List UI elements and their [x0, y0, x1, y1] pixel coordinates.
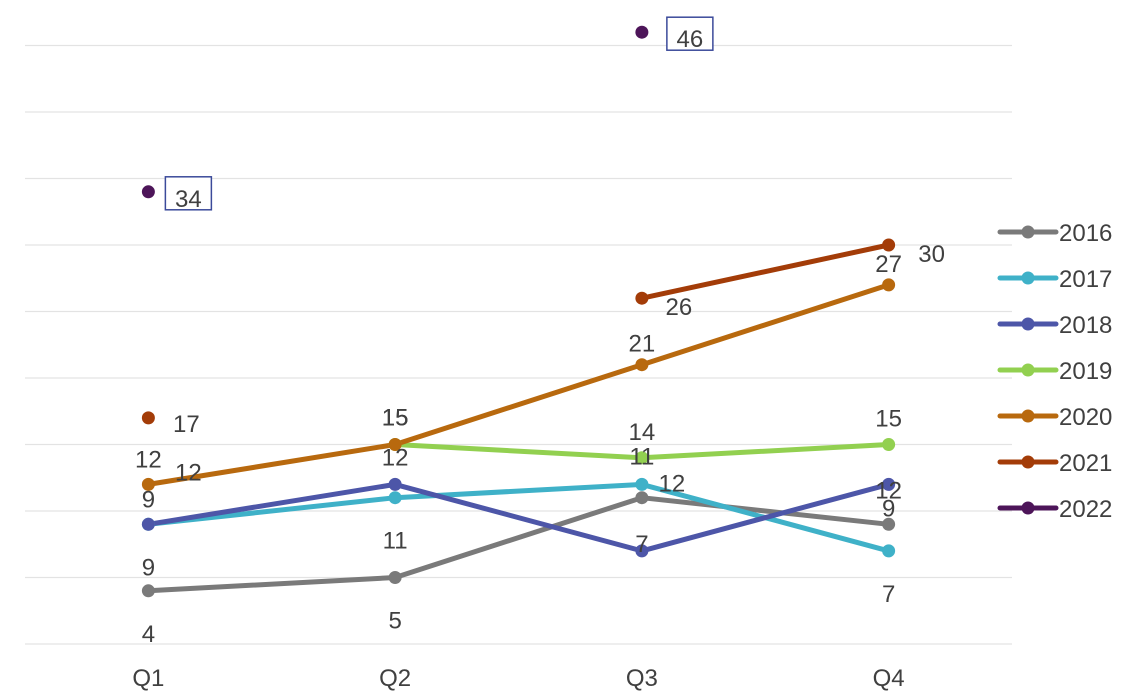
series-line-2016 — [145, 495, 892, 594]
legend-swatch-marker — [1021, 501, 1035, 515]
data-label-2017: 9 — [142, 554, 155, 581]
data-label-2018: 12 — [382, 444, 409, 471]
data-label-2016: 5 — [388, 608, 401, 635]
data-label-2020: 27 — [875, 251, 902, 278]
data-label-box — [666, 16, 714, 51]
legend-item-2020: 2020 — [997, 404, 1112, 431]
x-tick-label: Q1 — [132, 665, 164, 692]
legend-swatch-marker — [1021, 455, 1035, 469]
data-label-box — [164, 176, 213, 211]
data-point-2016 — [141, 584, 155, 598]
data-point-2020 — [388, 438, 402, 451]
legend-label: 2020 — [1059, 404, 1112, 431]
data-point-2017 — [882, 544, 896, 558]
data-label-2017: 7 — [882, 581, 895, 608]
data-point-2021 — [635, 291, 649, 305]
legend-item-2018: 2018 — [997, 312, 1112, 339]
legend-swatch-marker — [1021, 271, 1035, 285]
data-point-2020 — [635, 358, 649, 372]
series-line-2018 — [145, 481, 892, 554]
x-tick-label: Q3 — [626, 665, 658, 692]
data-label-2019: 15 — [875, 406, 902, 433]
gridlines — [25, 44, 1012, 645]
data-point-2016 — [388, 571, 402, 584]
legend-item-2016: 2016 — [997, 220, 1112, 247]
data-label-2018: 7 — [635, 531, 648, 558]
legend-label: 2016 — [1059, 220, 1112, 247]
data-label-2021: 17 — [173, 411, 200, 438]
data-point-2020 — [882, 278, 896, 292]
data-label-2020: 12 — [135, 446, 162, 473]
data-point-2021 — [141, 411, 155, 425]
data-label-2021: 26 — [666, 294, 693, 321]
data-label-2016: 11 — [629, 444, 654, 471]
data-point-2022 — [141, 185, 155, 199]
legend-label: 2021 — [1059, 450, 1112, 477]
data-point-2016 — [635, 491, 649, 505]
data-label-2020: 12 — [175, 459, 202, 486]
data-point-2018 — [635, 544, 649, 558]
legend-label: 2022 — [1059, 496, 1112, 523]
legend-item-2022: 2022 — [997, 496, 1112, 523]
data-point-2022 — [635, 25, 649, 39]
data-point-2019 — [882, 438, 896, 451]
data-label-2016: 4 — [142, 621, 155, 648]
legend-item-2021: 2021 — [997, 450, 1112, 477]
data-point-2017 — [635, 477, 649, 491]
x-tick-label: Q2 — [379, 665, 411, 692]
data-label-2017: 12 — [659, 470, 686, 497]
series-points — [141, 25, 896, 598]
legend-label: 2019 — [1059, 358, 1112, 385]
x-tick-label: Q4 — [873, 665, 905, 692]
data-label-2018: 12 — [875, 477, 902, 504]
data-label-2018: 9 — [142, 486, 155, 513]
legend-swatch-marker — [1021, 225, 1035, 239]
data-label-2017: 11 — [383, 528, 408, 555]
data-label-2020: 15 — [382, 405, 409, 432]
legend-swatch-marker — [1021, 317, 1035, 331]
legend-label: 2017 — [1059, 266, 1112, 293]
data-point-2016 — [882, 517, 896, 531]
data-label-2019: 14 — [629, 419, 656, 446]
series-line-2020 — [145, 282, 892, 487]
data-point-2019 — [635, 451, 649, 465]
legend-swatch-marker — [1021, 363, 1035, 377]
data-point-2018 — [141, 517, 155, 531]
x-axis-ticks: Q1 Q2 Q3 Q4 — [132, 665, 904, 692]
series-line-2021 — [639, 242, 892, 301]
data-label-2021: 30 — [918, 241, 945, 268]
data-point-2018 — [388, 477, 402, 491]
data-point-2018 — [882, 477, 896, 491]
legend-item-2017: 2017 — [997, 266, 1112, 293]
legend: 2016 2017 2018 2019 2020 2021 2022 — [997, 220, 1112, 523]
legend-item-2019: 2019 — [997, 358, 1112, 385]
data-point-2020 — [141, 477, 155, 491]
series-lines — [145, 242, 892, 594]
data-label-2016: 9 — [882, 495, 895, 522]
data-point-2017 — [388, 491, 402, 505]
data-label-2022: 34 — [175, 186, 202, 213]
data-label-2019: 15 — [382, 405, 409, 432]
legend-label: 2018 — [1059, 312, 1112, 339]
legend-swatch-marker — [1021, 409, 1035, 423]
data-label-2022: 46 — [677, 26, 704, 53]
data-point-2021 — [882, 238, 896, 252]
data-label-2020: 21 — [629, 331, 656, 358]
